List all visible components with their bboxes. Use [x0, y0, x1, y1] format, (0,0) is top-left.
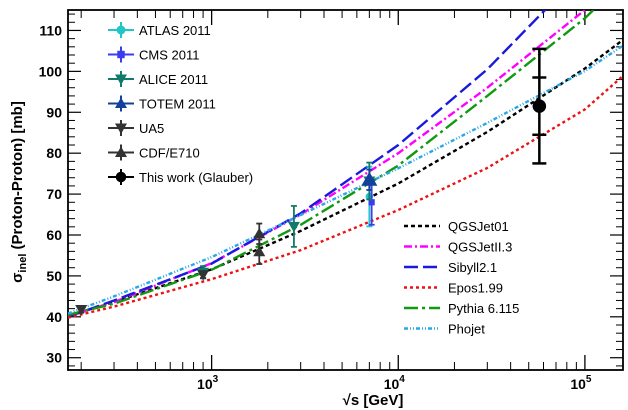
data-marker: [115, 74, 127, 85]
x-axis-title: √s [GeV]: [343, 392, 404, 409]
model-curve: [68, 74, 623, 319]
data-marker: [115, 171, 127, 183]
x-tick-exponent: 5: [586, 374, 592, 385]
y-axis-title: σinel (Proton-Proton) [mb]: [9, 101, 29, 283]
y-axis-title-subscript: inel: [17, 254, 29, 273]
legend-label: This work (Glauber): [139, 170, 253, 185]
data-marker: [253, 227, 266, 239]
y-tick-label: 110: [39, 22, 62, 38]
axis-titles: √s [GeV] σinel (Proton-Proton) [mb]: [9, 101, 403, 409]
y-tick-label: 80: [46, 145, 62, 161]
data-marker: [253, 245, 266, 257]
model-curve: [68, 44, 623, 315]
legend-label: Sibyll2.1: [448, 260, 497, 275]
y-tick-label: 70: [46, 186, 62, 202]
data-marker: [115, 123, 127, 134]
data-marker: [116, 25, 126, 35]
data-marker: [287, 221, 300, 233]
legends: ATLAS 2011 CMS 2011 ALICE 2011 TOTEM 2011 UA…: [108, 22, 519, 337]
legend-label: Phojet: [448, 322, 485, 337]
y-axis-title-symbol: σ: [9, 273, 26, 283]
data-marker: [197, 270, 210, 281]
legend-label: QGSJet01: [448, 219, 509, 234]
legend-label: ATLAS 2011: [139, 23, 211, 38]
legend-label: ALICE 2011: [139, 72, 208, 87]
x-tick-label: 104: [384, 374, 406, 392]
y-tick-label: 60: [46, 227, 62, 243]
data-points: [75, 47, 547, 316]
model-curve: [68, 10, 596, 316]
legend-label: Epos1.99: [448, 281, 503, 296]
y-tick-label: 50: [46, 268, 62, 284]
y-tick-label: 100: [39, 63, 63, 79]
data-marker: [368, 199, 375, 206]
model-curve: [68, 10, 547, 318]
axis-ticks: 30 40 50 60 70 80 90 100 110 103 104 105: [39, 10, 623, 392]
legend-label: QGSJetII.3: [448, 240, 512, 255]
y-tick-label: 30: [46, 350, 62, 366]
y-tick-label: 90: [46, 104, 62, 120]
plot-frame: [67, 9, 624, 371]
x-tick-label: 103: [197, 374, 219, 392]
x-tick-exponent: 3: [213, 374, 219, 385]
data-marker: [115, 97, 127, 108]
x-tick-exponent: 4: [399, 374, 405, 385]
y-tick-label: 40: [46, 309, 62, 325]
data-marker: [532, 99, 547, 113]
y-axis-title-text: (Proton-Proton) [mb]: [9, 101, 26, 253]
data-marker: [115, 146, 127, 157]
data-marker: [361, 171, 378, 186]
legend-label: Pythia 6.115: [448, 301, 519, 316]
model-curves: [68, 10, 623, 319]
data-marker: [75, 304, 88, 316]
legend-label: TOTEM 2011: [139, 97, 216, 112]
x-tick-label: 105: [570, 374, 592, 392]
legend-label: CDF/E710: [139, 146, 200, 161]
legend-label: CMS 2011: [139, 48, 199, 63]
legend-label: UA5: [139, 121, 164, 136]
data-marker: [117, 50, 125, 59]
